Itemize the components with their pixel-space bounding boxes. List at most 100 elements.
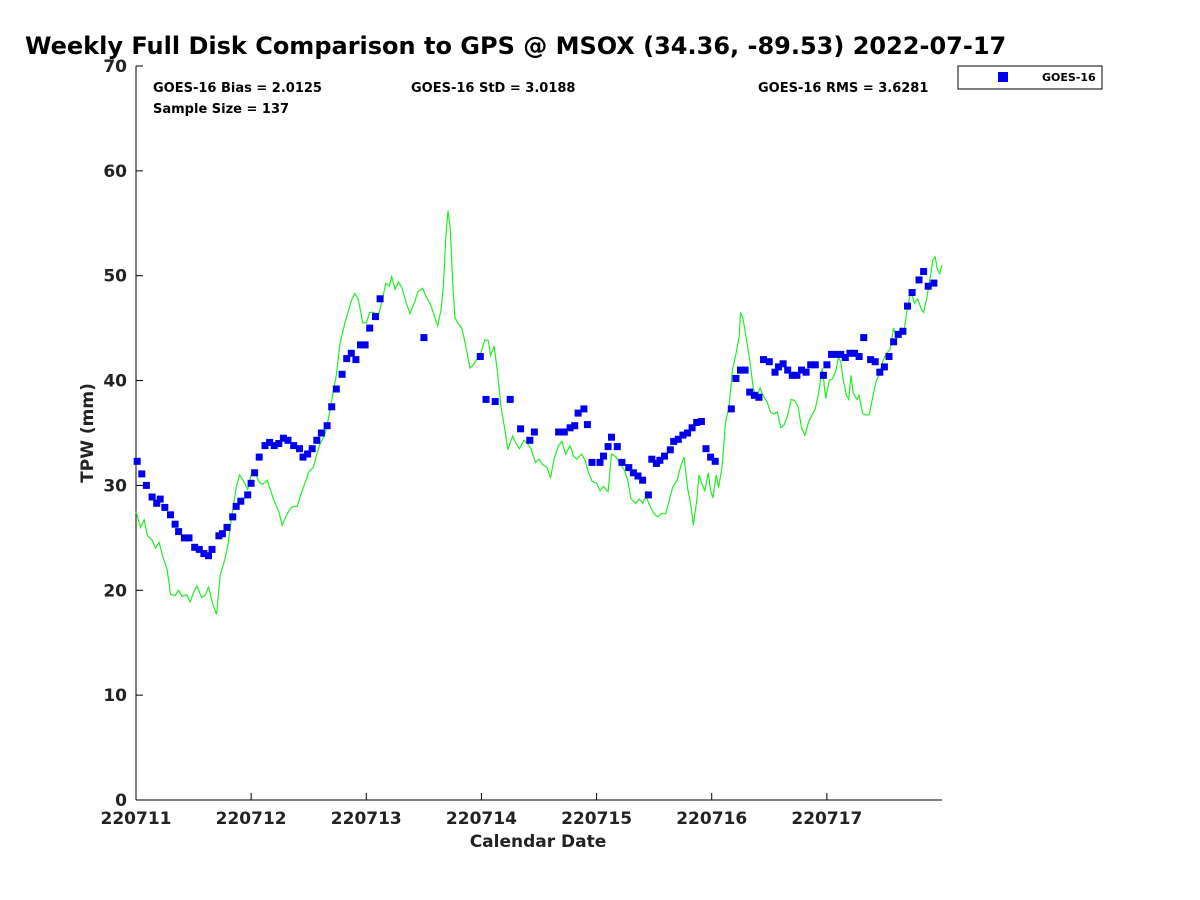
goes16-point	[304, 450, 312, 458]
goes16-point	[890, 338, 898, 346]
x-tick-label: 220712	[216, 809, 287, 829]
rms-annotation: GOES-16 RMS = 3.6281	[758, 81, 928, 96]
y-tick-label: 10	[103, 686, 127, 706]
goes16-point	[684, 429, 691, 437]
goes16-point	[361, 341, 369, 349]
series-layer	[133, 210, 943, 615]
goes16-point	[885, 353, 893, 360]
goes16-point	[229, 513, 237, 521]
goes16-point	[648, 455, 656, 463]
goes16-point	[625, 464, 633, 472]
goes16-point	[737, 366, 744, 374]
x-axis-label: Calendar Date	[470, 832, 607, 852]
goes16-point	[555, 428, 563, 436]
goes16-point	[347, 349, 355, 357]
goes16-point	[420, 334, 428, 342]
goes16-point	[218, 530, 226, 538]
goes16-point	[357, 341, 364, 349]
goes16-point	[526, 436, 534, 444]
goes16-point	[583, 421, 591, 429]
goes16-point	[871, 358, 879, 366]
goes16-point	[133, 457, 141, 465]
goes16-point	[666, 446, 674, 454]
goes16-point	[284, 436, 292, 444]
goes16-point	[237, 497, 245, 505]
goes16-point	[366, 324, 374, 332]
goes16-point	[707, 453, 715, 461]
goes16-point	[343, 355, 351, 363]
goes16-point	[771, 368, 779, 376]
goes16-point	[930, 279, 938, 287]
goes16-point	[727, 405, 735, 413]
goes16-point	[208, 545, 216, 553]
goes16-point	[837, 350, 845, 358]
goes16-point	[261, 442, 269, 450]
goes16-point	[560, 428, 568, 436]
goes16-point	[788, 371, 796, 379]
goes16-point	[618, 458, 626, 466]
bias-annotation: GOES-16 Bias = 2.0125	[153, 81, 322, 96]
goes16-point	[832, 350, 840, 358]
goes16-point	[376, 295, 384, 303]
goes16-point	[670, 437, 678, 445]
goes16-point	[697, 418, 705, 425]
goes16-point	[156, 495, 164, 503]
goes16-point	[924, 282, 932, 290]
goes16-point	[138, 470, 146, 478]
goes16-point	[517, 425, 525, 433]
goes16-point	[860, 334, 868, 342]
goes16-point	[656, 456, 664, 464]
goes16-point	[750, 391, 758, 399]
goes16-point	[732, 375, 740, 382]
goes16-point	[915, 276, 923, 284]
goes16-point	[328, 403, 336, 411]
sample-size-annotation: Sample Size = 137	[153, 102, 289, 117]
goes16-point	[313, 436, 321, 444]
goes16-point	[775, 363, 782, 371]
goes16-point	[802, 368, 810, 376]
goes16-point	[255, 453, 263, 461]
x-tick-label: 220717	[791, 809, 862, 829]
stats-annotations: GOES-16 Bias = 2.0125 GOES-16 StD = 3.01…	[153, 81, 928, 117]
goes16-point	[482, 395, 490, 403]
goes16-point	[317, 429, 325, 437]
goes16-point	[894, 330, 902, 338]
x-tick-label: 220711	[101, 809, 172, 829]
goes16-point	[711, 457, 719, 465]
goes16-point	[290, 442, 298, 450]
goes16-point	[148, 493, 156, 501]
x-tick-label: 220713	[331, 809, 402, 829]
y-tick-label: 50	[103, 267, 127, 287]
goes16-point	[880, 363, 888, 371]
goes16-point	[332, 385, 340, 393]
goes16-point	[811, 361, 819, 369]
goes16-point	[688, 424, 696, 432]
goes16-point	[876, 368, 884, 376]
goes16-point	[908, 289, 916, 296]
goes16-point	[223, 523, 231, 531]
goes16-point	[200, 550, 208, 558]
x-tick-label: 220715	[561, 809, 632, 829]
goes16-point	[613, 443, 621, 451]
goes16-point	[323, 422, 331, 430]
goes16-point	[608, 433, 615, 441]
goes16-point	[823, 361, 831, 369]
goes16-point	[899, 327, 907, 335]
goes16-point	[372, 313, 379, 321]
goes16-point	[142, 481, 150, 489]
goes16-point	[674, 435, 682, 443]
goes16-point	[275, 440, 283, 447]
goes16-point	[765, 358, 773, 366]
y-tick-label: 40	[103, 372, 127, 392]
y-tick-label: 60	[103, 162, 127, 182]
goes16-point	[779, 360, 787, 368]
goes16-point	[251, 469, 259, 477]
goes16-point	[661, 452, 668, 460]
goes16-point	[270, 442, 278, 450]
goes16-point	[205, 552, 212, 560]
goes16-point	[266, 438, 274, 446]
goes16-point	[279, 434, 287, 442]
goes16-point	[855, 353, 863, 360]
goes16-point	[904, 302, 911, 310]
